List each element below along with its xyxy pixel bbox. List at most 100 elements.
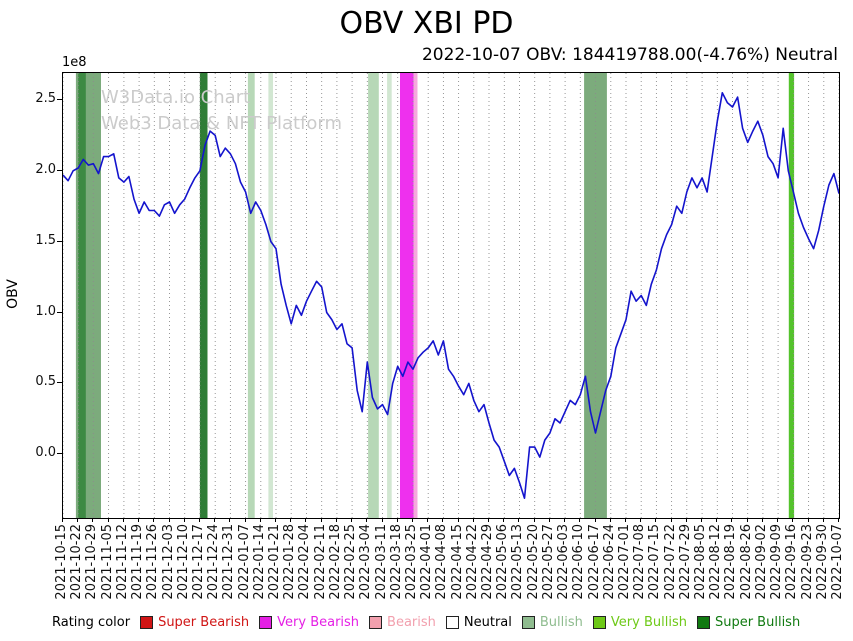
- chart-svg: [63, 73, 839, 518]
- x-tick-label: 2022-05-06: [495, 524, 511, 600]
- legend-label: Bearish: [387, 615, 436, 630]
- x-tick-label: 2021-11-05: [99, 524, 115, 600]
- x-tick-label: 2022-04-29: [480, 524, 496, 600]
- x-tick-label: 2022-07-01: [616, 524, 632, 600]
- x-tick-label: 2022-07-29: [677, 524, 693, 600]
- rating-band-very-bearish: [400, 73, 414, 518]
- x-tick-mark: [77, 518, 79, 522]
- x-tick-mark: [442, 518, 444, 522]
- y-tick-label: 0.0: [35, 445, 56, 461]
- y-tick-mark: [57, 98, 62, 100]
- legend-swatch: [140, 616, 154, 629]
- x-tick-label: 2022-09-02: [753, 524, 769, 600]
- x-tick-mark: [92, 518, 94, 522]
- legend-item-very-bearish: Very Bearish: [259, 615, 359, 630]
- x-tick-mark: [518, 518, 520, 522]
- x-tick-mark: [427, 518, 429, 522]
- x-tick-label: 2021-11-19: [130, 524, 146, 600]
- rating-band-bullish: [584, 73, 607, 518]
- x-tick-label: 2022-04-08: [434, 524, 450, 600]
- y-tick-label: 1.0: [35, 303, 56, 319]
- rating-band-very-bullish: [788, 73, 795, 518]
- x-tick-label: 2022-09-23: [799, 524, 815, 600]
- x-tick-label: 2022-06-17: [586, 524, 602, 600]
- x-tick-mark: [366, 518, 368, 522]
- legend-label: Very Bullish: [610, 615, 687, 630]
- x-tick-mark: [731, 518, 733, 522]
- x-tick-label: 2022-09-30: [814, 524, 830, 600]
- x-tick-label: 2022-02-11: [312, 524, 328, 600]
- x-tick-mark: [290, 518, 292, 522]
- legend-swatch: [445, 616, 459, 629]
- x-tick-mark: [701, 518, 703, 522]
- x-tick-mark: [335, 518, 337, 522]
- legend-swatch: [259, 616, 273, 629]
- rating-band-bullish: [247, 73, 255, 518]
- x-tick-mark: [488, 518, 490, 522]
- y-tick-mark: [57, 311, 62, 313]
- x-tick-mark: [320, 518, 322, 522]
- x-tick-mark: [579, 518, 581, 522]
- x-tick-mark: [138, 518, 140, 522]
- x-tick-mark: [396, 518, 398, 522]
- x-tick-mark: [777, 518, 779, 522]
- rating-band-bullish: [368, 73, 379, 518]
- legend-item-very-bullish: Very Bullish: [592, 615, 687, 630]
- rating-band-super-bullish: [199, 73, 208, 518]
- x-tick-mark: [594, 518, 596, 522]
- x-tick-mark: [275, 518, 277, 522]
- x-tick-label: 2022-08-12: [708, 524, 724, 600]
- x-tick-mark: [685, 518, 687, 522]
- x-tick-mark: [655, 518, 657, 522]
- x-tick-label: 2022-03-04: [358, 524, 374, 600]
- x-tick-mark: [746, 518, 748, 522]
- x-tick-label: 2022-01-07: [236, 524, 252, 600]
- x-tick-label: 2022-02-04: [297, 524, 313, 600]
- x-tick-label: 2022-10-07: [830, 524, 845, 600]
- x-tick-mark: [609, 518, 611, 522]
- x-tick-label: 2021-11-12: [114, 524, 130, 600]
- x-tick-label: 2022-01-28: [282, 524, 298, 600]
- x-tick-label: 2022-06-24: [601, 524, 617, 600]
- x-tick-label: 2021-12-10: [175, 524, 191, 600]
- x-tick-mark: [472, 518, 474, 522]
- legend-item-bearish: Bearish: [369, 615, 436, 630]
- plot-area: W3Data.io Chart Web3 Data & NFT Platform: [62, 72, 840, 519]
- x-tick-label: 2021-12-24: [206, 524, 222, 600]
- rating-band-bullish: [268, 73, 273, 518]
- x-tick-mark: [411, 518, 413, 522]
- x-tick-mark: [122, 518, 124, 522]
- x-tick-label: 2021-12-17: [190, 524, 206, 600]
- x-tick-label: 2022-03-25: [403, 524, 419, 600]
- x-tick-mark: [564, 518, 566, 522]
- x-tick-mark: [259, 518, 261, 522]
- x-tick-mark: [153, 518, 155, 522]
- y-tick-label: 2.0: [35, 161, 56, 177]
- legend-item-neutral: Neutral: [445, 615, 512, 630]
- legend-item-super-bearish: Super Bearish: [140, 615, 249, 630]
- x-tick-label: 2022-05-20: [525, 524, 541, 600]
- legend-title: Rating color: [52, 615, 131, 630]
- x-tick-label: 2022-09-16: [784, 524, 800, 600]
- legend-swatch: [592, 616, 606, 629]
- rating-band-bullish: [387, 73, 392, 518]
- y-tick-label: 0.5: [35, 374, 56, 390]
- legend-swatch: [696, 616, 710, 629]
- legend-item-super-bullish: Super Bullish: [696, 615, 801, 630]
- x-tick-mark: [244, 518, 246, 522]
- legend-label: Bullish: [539, 615, 583, 630]
- legend-label: Super Bullish: [714, 615, 801, 630]
- legend-item-bullish: Bullish: [521, 615, 583, 630]
- x-tick-label: 2022-04-15: [449, 524, 465, 600]
- legend-label: Very Bearish: [277, 615, 360, 630]
- y-tick-mark: [57, 169, 62, 171]
- x-tick-label: 2021-12-03: [160, 524, 176, 600]
- x-tick-mark: [107, 518, 109, 522]
- legend-swatch: [369, 616, 383, 629]
- x-tick-mark: [533, 518, 535, 522]
- legend-label: Super Bearish: [158, 615, 250, 630]
- x-tick-label: 2022-04-01: [419, 524, 435, 600]
- x-tick-label: 2022-09-09: [769, 524, 785, 600]
- x-tick-label: 2022-07-22: [662, 524, 678, 600]
- x-tick-label: 2022-03-18: [388, 524, 404, 600]
